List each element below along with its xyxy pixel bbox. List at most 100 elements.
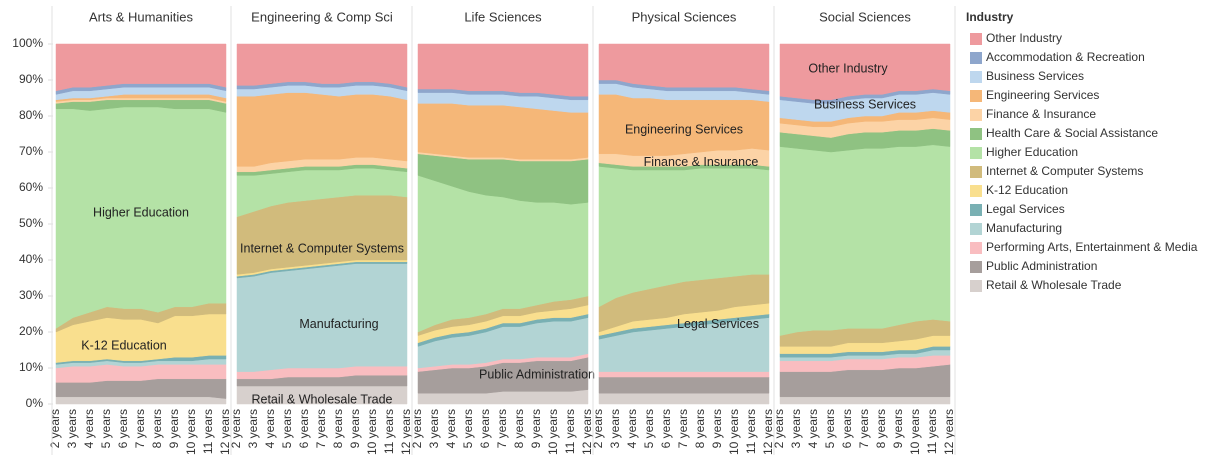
area — [598, 376, 770, 394]
x-tick-label: 6 years — [297, 409, 311, 448]
area — [417, 43, 589, 97]
y-tick-label: 90% — [19, 72, 43, 86]
y-tick-label: 60% — [19, 180, 43, 194]
legend-swatch — [970, 204, 982, 216]
legend-label: Performing Arts, Entertainment & Media — [986, 240, 1198, 254]
annotation: Public Administration — [479, 367, 595, 381]
legend-label: Retail & Wholesale Trade — [986, 278, 1122, 292]
x-tick-label: 3 years — [608, 409, 622, 448]
x-tick-label: 3 years — [246, 409, 260, 448]
x-tick-label: 9 years — [710, 409, 724, 448]
y-tick-label: 10% — [19, 360, 43, 374]
x-tick-label: 4 years — [444, 409, 458, 448]
legend-swatch — [970, 280, 982, 292]
legend-swatch — [970, 33, 982, 45]
x-tick-label: 7 years — [314, 409, 328, 448]
legend-swatch — [970, 71, 982, 83]
area — [417, 103, 589, 160]
area — [55, 43, 227, 92]
x-tick-label: 11 years — [201, 409, 215, 454]
x-tick-label: 10 years — [184, 409, 198, 455]
legend-label: Engineering Services — [986, 88, 1099, 102]
x-tick-label: 11 years — [925, 409, 939, 454]
y-tick-label: 50% — [19, 216, 43, 230]
annotation: Finance & Insurance — [644, 155, 759, 169]
y-tick-label: 40% — [19, 252, 43, 266]
x-tick-label: 3 years — [789, 409, 803, 448]
x-tick-label: 2 years — [591, 409, 605, 448]
x-tick-label: 7 years — [676, 409, 690, 448]
legend-label: Business Services — [986, 69, 1084, 83]
legend-swatch — [970, 261, 982, 273]
x-tick-label: 5 years — [280, 409, 294, 448]
area — [779, 396, 951, 405]
x-tick-label: 8 years — [874, 409, 888, 448]
legend-swatch — [970, 223, 982, 235]
x-tick-label: 2 years — [48, 409, 62, 448]
x-tick-label: 5 years — [823, 409, 837, 448]
area — [598, 43, 770, 92]
area — [598, 371, 770, 378]
x-tick-label: 6 years — [478, 409, 492, 448]
x-tick-label: 3 years — [427, 409, 441, 448]
legend-label: Other Industry — [986, 31, 1062, 45]
area — [779, 144, 951, 336]
y-tick-label: 20% — [19, 324, 43, 338]
x-tick-label: 2 years — [772, 409, 786, 448]
x-tick-label: 9 years — [891, 409, 905, 448]
x-tick-label: 11 years — [744, 409, 758, 454]
legend-swatch — [970, 109, 982, 121]
x-tick-label: 8 years — [150, 409, 164, 448]
annotation: Other Industry — [808, 61, 888, 75]
panel-title: Engineering & Comp Sci — [251, 9, 393, 24]
annotation: Legal Services — [677, 317, 759, 331]
x-tick-label: 6 years — [659, 409, 673, 448]
y-tick-label: 80% — [19, 108, 43, 122]
x-tick-label: 7 years — [133, 409, 147, 448]
x-tick-label: 12 years — [218, 409, 232, 455]
x-tick-label: 10 years — [908, 409, 922, 455]
legend-title: Industry — [966, 10, 1014, 24]
annotation: Internet & Computer Systems — [240, 241, 404, 255]
x-tick-label: 9 years — [348, 409, 362, 448]
legend-swatch — [970, 90, 982, 102]
area — [779, 43, 951, 101]
x-tick-label: 8 years — [512, 409, 526, 448]
x-tick-label: 10 years — [727, 409, 741, 455]
area — [236, 92, 408, 167]
x-tick-label: 5 years — [461, 409, 475, 448]
legend-swatch — [970, 166, 982, 178]
legend-label: K-12 Education — [986, 183, 1068, 197]
annotation: K-12 Education — [81, 339, 167, 353]
legend-label: Accommodation & Recreation — [986, 50, 1145, 64]
legend-label: Legal Services — [986, 202, 1065, 216]
panel-title: Physical Sciences — [632, 9, 737, 24]
legend-label: Public Administration — [986, 259, 1097, 273]
legend-swatch — [970, 185, 982, 197]
x-tick-label: 5 years — [642, 409, 656, 448]
x-tick-label: 4 years — [82, 409, 96, 448]
legend-swatch — [970, 147, 982, 159]
legend-label: Manufacturing — [986, 221, 1062, 235]
x-tick-label: 2 years — [410, 409, 424, 448]
x-tick-label: 7 years — [857, 409, 871, 448]
area — [236, 43, 408, 88]
x-tick-label: 8 years — [331, 409, 345, 448]
panel-title: Life Sciences — [464, 9, 542, 24]
x-tick-label: 10 years — [365, 409, 379, 455]
x-tick-label: 4 years — [263, 409, 277, 448]
x-tick-label: 12 years — [399, 409, 413, 455]
annotation: Engineering Services — [625, 123, 743, 137]
area — [55, 396, 227, 405]
x-tick-label: 11 years — [563, 409, 577, 454]
x-tick-label: 12 years — [942, 409, 956, 455]
annotation: Business Services — [814, 97, 916, 111]
x-tick-label: 7 years — [495, 409, 509, 448]
legend-swatch — [970, 128, 982, 140]
x-tick-label: 8 years — [693, 409, 707, 448]
x-tick-label: 4 years — [806, 409, 820, 448]
y-tick-label: 0% — [26, 396, 44, 410]
x-tick-label: 12 years — [761, 409, 775, 455]
annotation: Retail & Wholesale Trade — [251, 393, 392, 407]
panel-title: Social Sciences — [819, 9, 911, 24]
